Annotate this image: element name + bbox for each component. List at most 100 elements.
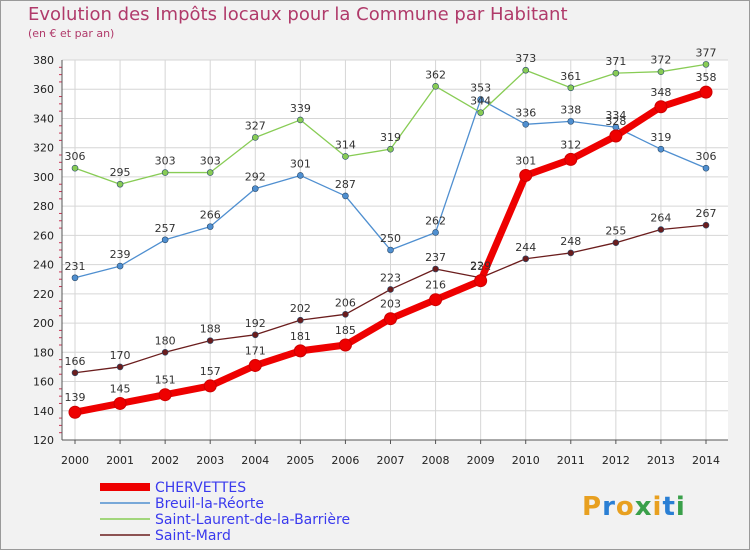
y-tick-label: 300 — [33, 171, 54, 184]
x-tick-label: 2012 — [602, 454, 630, 467]
data-point — [522, 66, 530, 74]
data-point — [567, 118, 575, 125]
data-label: 206 — [335, 296, 356, 309]
data-label: 362 — [425, 68, 446, 81]
logo-letter: P — [582, 492, 603, 522]
x-tick-label: 2014 — [692, 454, 720, 467]
data-label: 223 — [380, 271, 401, 284]
data-label: 262 — [425, 214, 446, 227]
data-label: 339 — [290, 102, 311, 115]
data-point — [432, 229, 439, 236]
plot-area — [62, 60, 728, 440]
data-label: 237 — [425, 251, 446, 264]
data-point — [522, 255, 530, 263]
data-label: 314 — [335, 138, 356, 151]
data-label: 301 — [290, 157, 311, 170]
x-tick-labels: 2000 2001 2002 2003 2004 2005 2006 2007 2008 2009… — [61, 454, 720, 467]
data-label: 327 — [245, 119, 266, 132]
data-label: 188 — [200, 323, 221, 336]
data-label: 180 — [155, 334, 176, 347]
data-label: 348 — [650, 86, 671, 99]
y-tick-label: 220 — [33, 288, 54, 301]
data-point — [477, 96, 484, 103]
data-point — [113, 396, 127, 410]
data-label: 303 — [155, 155, 176, 168]
data-point — [248, 358, 262, 372]
data-label: 151 — [155, 374, 176, 387]
data-point — [429, 293, 443, 307]
legend: CHERVETTESBreuil-la-RéorteSaint-Laurent-… — [100, 480, 350, 544]
data-point — [342, 153, 349, 160]
data-label: 231 — [65, 260, 86, 273]
data-point — [702, 61, 710, 68]
data-point — [612, 69, 620, 77]
data-point — [206, 223, 214, 230]
y-tick-label: 280 — [33, 200, 54, 213]
data-label: 319 — [380, 131, 401, 144]
axes — [59, 60, 728, 444]
data-label: 328 — [605, 115, 626, 128]
y-tick-label: 180 — [33, 346, 54, 359]
x-tick-label: 2005 — [286, 454, 314, 467]
data-point — [564, 152, 578, 166]
data-label: 202 — [290, 302, 311, 315]
y-tick-label: 320 — [33, 142, 54, 155]
y-tick-label: 260 — [33, 229, 54, 242]
data-label: 295 — [110, 166, 131, 179]
data-label: 371 — [605, 55, 626, 68]
data-point — [206, 169, 214, 176]
data-point — [699, 85, 713, 99]
logo-letter: i — [675, 492, 686, 522]
data-point — [387, 145, 394, 153]
y-tick-label: 140 — [33, 405, 54, 418]
legend-label: Saint-Laurent-de-la-Barrière — [155, 512, 350, 528]
data-point — [161, 349, 169, 356]
data-label: 306 — [65, 150, 86, 163]
y-tick-label: 160 — [33, 376, 54, 389]
data-point — [432, 265, 439, 273]
data-point — [702, 221, 710, 229]
data-label: 171 — [245, 344, 266, 357]
data-label: 250 — [380, 232, 401, 245]
data-label: 306 — [696, 150, 717, 163]
data-label: 266 — [200, 209, 221, 222]
y-tick-label: 240 — [33, 259, 54, 272]
data-point — [297, 172, 304, 179]
grid-lines — [62, 59, 728, 441]
data-point — [657, 145, 665, 153]
data-point — [297, 116, 304, 124]
x-tick-label: 2003 — [196, 454, 224, 467]
logo-letter: i — [652, 492, 663, 522]
data-label: 170 — [110, 349, 131, 362]
y-tick-label: 340 — [33, 112, 54, 125]
legend-label: Breuil-la-Réorte — [155, 496, 264, 512]
logo-letter: t — [662, 492, 676, 522]
data-point — [158, 388, 172, 402]
data-point — [657, 68, 665, 75]
data-point — [702, 164, 710, 172]
logo-letter: x — [634, 492, 653, 522]
x-tick-label: 2008 — [422, 454, 450, 467]
data-point — [251, 134, 259, 141]
data-label: 255 — [605, 225, 626, 238]
data-point — [612, 239, 620, 246]
data-point — [342, 192, 349, 200]
data-point — [297, 316, 304, 324]
data-point — [384, 312, 397, 326]
data-label: 353 — [470, 81, 491, 94]
data-label: 319 — [650, 131, 671, 144]
data-point — [657, 226, 665, 233]
y-tick-label: 360 — [33, 83, 54, 96]
data-point — [116, 262, 124, 270]
data-label: 344 — [470, 95, 491, 108]
logo-letter: r — [602, 492, 616, 522]
data-label: 248 — [560, 235, 581, 248]
chart-title: Evolution des Impôts locaux pour la Comm… — [28, 4, 568, 25]
data-point — [609, 129, 623, 143]
logo-letter: o — [615, 492, 635, 522]
data-point — [251, 331, 259, 339]
data-label: 361 — [560, 70, 581, 83]
data-point — [338, 338, 352, 352]
data-label: 373 — [515, 52, 536, 65]
